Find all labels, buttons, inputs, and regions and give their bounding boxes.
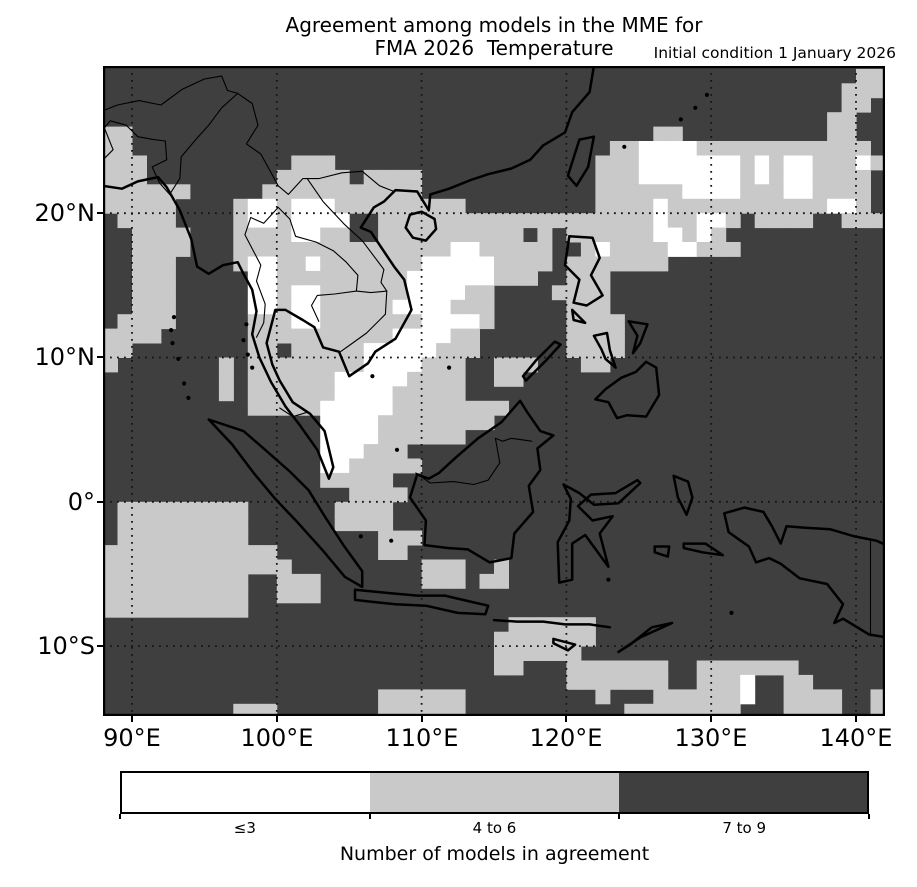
coast-palawan <box>521 340 562 382</box>
island-dot <box>241 338 246 343</box>
coast-luzon <box>563 235 604 307</box>
agreement-cells <box>103 68 885 716</box>
colorbar-segment <box>618 773 867 812</box>
border-thailand-cambodia <box>310 290 357 322</box>
island-dot <box>245 352 250 357</box>
border-india-myanmar <box>169 92 239 195</box>
coast-buru <box>653 545 671 558</box>
colorbar-segment-label: 7 to 9 <box>722 819 767 837</box>
coast-hainan <box>404 210 438 242</box>
island-dot <box>250 365 255 370</box>
x-tick <box>710 716 712 722</box>
island-dot <box>704 92 710 97</box>
coast-samar-leyte <box>627 320 649 355</box>
x-tick-label: 110°E <box>385 724 459 752</box>
y-tick-label: 10°S <box>37 632 95 660</box>
island-dot <box>394 447 400 452</box>
border-kalimantan-border <box>415 437 533 486</box>
colorbar-segment <box>122 773 371 812</box>
chart-title-line1: Agreement among models in the MME for <box>285 13 703 37</box>
map-plot-area <box>103 66 885 716</box>
country-borders <box>103 75 872 637</box>
x-tick-label: 90°E <box>103 724 161 752</box>
island-dot <box>447 365 452 370</box>
initial-condition-label: Initial condition 1 January 2026 <box>653 44 896 62</box>
border-myanmar-thailand <box>244 206 279 338</box>
coast-sumba <box>552 637 577 652</box>
island-dot <box>389 538 394 543</box>
island-dot <box>244 322 249 327</box>
colorbar-labels: ≤3 4 to 6 7 to 9 <box>120 819 869 837</box>
colorbar-tick <box>618 814 620 819</box>
coast-sulawesi <box>556 478 642 584</box>
coast-panay-negros <box>592 331 617 369</box>
y-tick <box>97 501 103 503</box>
colorbar-segment-label: 4 to 6 <box>472 819 517 837</box>
colorbar-segment <box>370 773 619 812</box>
island-dot <box>170 341 175 346</box>
coast-seram <box>682 542 725 557</box>
island-dot <box>182 381 187 386</box>
colorbar-tick <box>119 814 121 819</box>
colorbar <box>120 771 869 814</box>
x-tick-label: 100°E <box>240 724 314 752</box>
island-dot <box>606 577 611 582</box>
x-tick <box>421 716 423 722</box>
coast-java <box>353 588 490 616</box>
border-laos-vietnam <box>306 178 388 292</box>
coast-new-guinea <box>723 506 885 639</box>
y-tick-label: 20°N <box>34 199 96 227</box>
border-bangladesh <box>103 120 171 195</box>
coast-lesser-sunda-chain <box>492 618 612 629</box>
coast-mindanao <box>594 360 661 420</box>
border-himalaya <box>103 75 239 112</box>
border-laos-mekong <box>277 206 359 292</box>
island-dot <box>176 356 181 361</box>
colorbar-tick <box>868 814 870 819</box>
x-tick <box>276 716 278 722</box>
coast-taiwan <box>566 135 596 188</box>
x-tick <box>855 716 857 722</box>
y-tick <box>97 356 103 358</box>
x-tick-label: 140°E <box>819 724 893 752</box>
colorbar-segment-label: ≤3 <box>233 819 256 837</box>
coast-timor <box>617 621 674 654</box>
y-tick <box>97 645 103 647</box>
chart-title-line2: FMA 2026 Temperature <box>374 36 614 60</box>
y-tick-label: 0° <box>67 488 95 516</box>
coast-asia-mainland <box>103 66 596 480</box>
colorbar-tick <box>369 814 371 819</box>
coast-sumatra <box>207 418 364 589</box>
graticule <box>103 66 885 716</box>
plot-frame <box>103 66 885 716</box>
border-cambodia-vietnam <box>339 290 388 353</box>
coastlines <box>103 66 885 654</box>
x-tick <box>565 716 567 722</box>
border-bangladesh-west <box>103 127 114 161</box>
x-tick <box>131 716 133 722</box>
coast-mindoro <box>570 308 587 325</box>
island-dot <box>171 315 177 320</box>
island-dot <box>693 105 698 110</box>
colorbar-caption: Number of models in agreement <box>339 843 650 865</box>
island-dot <box>169 328 174 333</box>
x-tick-label: 120°E <box>529 724 603 752</box>
island-dot <box>370 374 375 379</box>
y-tick <box>97 212 103 214</box>
island-dot <box>358 534 363 539</box>
border-china-south <box>237 92 395 195</box>
coast-borneo <box>408 399 555 564</box>
coast-halmahera <box>672 474 694 517</box>
island-dot <box>186 395 191 400</box>
island-dot <box>678 117 683 122</box>
y-tick-label: 10°N <box>34 343 96 371</box>
x-tick-label: 130°E <box>674 724 748 752</box>
island-dot <box>622 144 627 149</box>
island-dot <box>729 610 734 616</box>
